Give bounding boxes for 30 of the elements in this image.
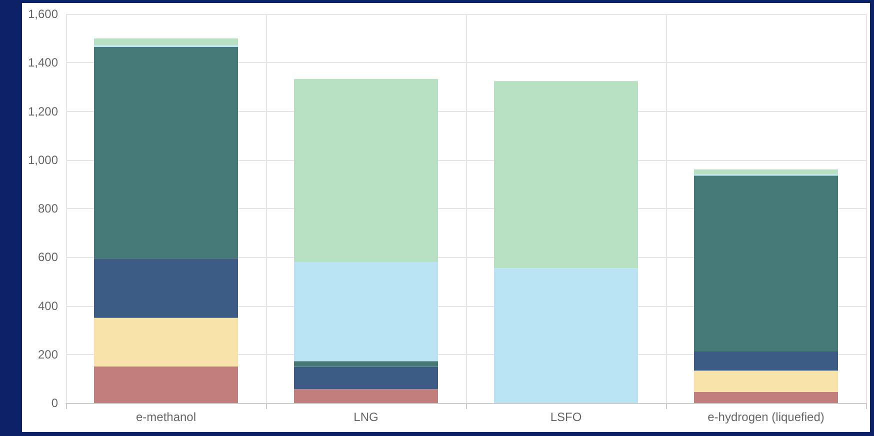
y-tick-label: 800 [38,202,58,216]
bar [94,318,238,367]
y-tick-label: 1,200 [28,104,58,118]
bar [494,81,638,268]
x-tick-label: LSFO [550,410,582,424]
x-tick-label: e-hydrogen (liquefied) [708,410,824,424]
bar [694,351,838,371]
bar [94,366,238,403]
bar [694,392,838,403]
bar [294,361,438,367]
y-tick-label: 200 [38,347,58,362]
y-tick-label: 0 [51,396,58,410]
bar [694,169,838,174]
y-tick-label: 1,000 [28,152,58,167]
bar [494,268,638,403]
y-tick-label: 600 [38,250,58,264]
bar [94,38,238,46]
bar [294,366,438,390]
x-tick-label: e-methanol [136,410,196,424]
bar [294,262,438,362]
y-tick-label: 1,400 [28,56,58,70]
bar [294,78,438,262]
y-tick-label: 400 [38,298,58,313]
bar [294,389,438,403]
y-tick-label: 1,600 [28,7,58,21]
x-tick-label: LNG [354,410,378,424]
bar [694,176,838,352]
bar [94,258,238,318]
bar [694,370,838,392]
bar [94,46,238,258]
